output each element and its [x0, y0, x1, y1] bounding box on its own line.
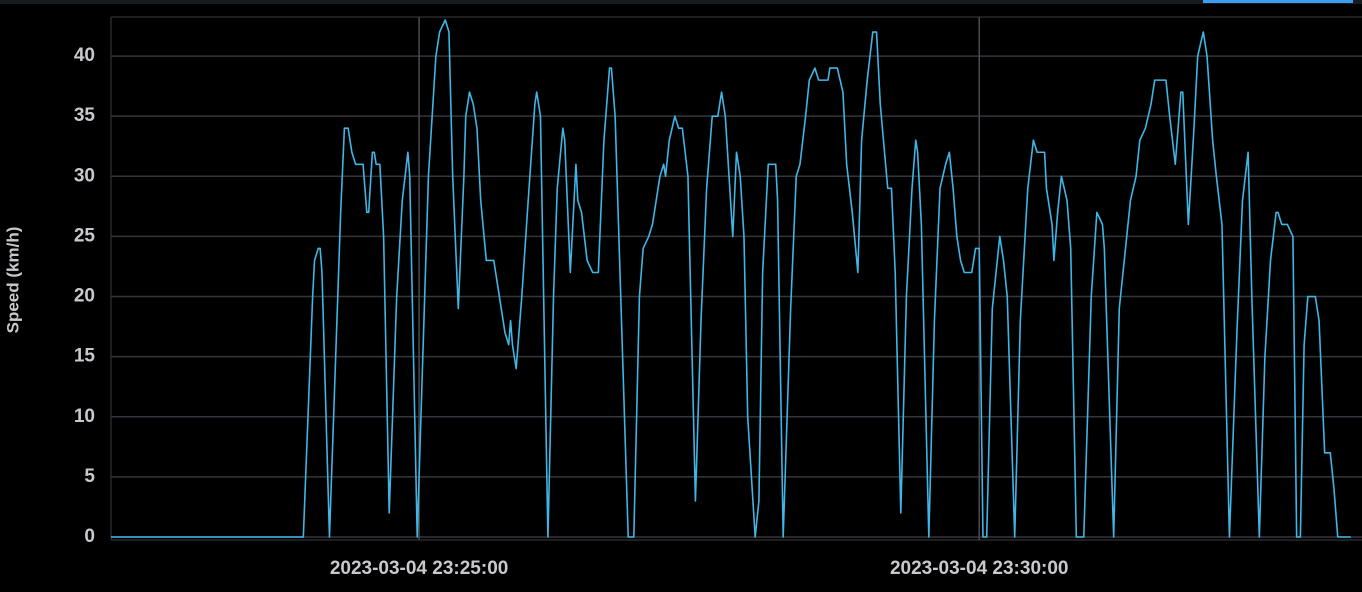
y-tick-label: 40	[74, 45, 95, 66]
y-tick-label: 35	[74, 105, 96, 126]
y-tick-label: 30	[74, 165, 95, 186]
x-tick-label: 2023-03-04 23:30:00	[890, 558, 1069, 579]
y-tick-label: 10	[74, 406, 95, 427]
x-tick-label: 2023-03-04 23:25:00	[330, 558, 509, 579]
y-tick-label: 5	[84, 466, 95, 487]
y-tick-label: 25	[74, 225, 96, 246]
y-tick-label: 15	[74, 346, 96, 367]
y-tick-label: 20	[74, 286, 95, 307]
active-tab	[1203, 0, 1353, 3]
y-axis-title: Speed (km/h)	[3, 227, 22, 334]
top-bar	[0, 0, 1362, 4]
speed-line	[111, 19, 1351, 538]
y-tick-label: 0	[84, 526, 95, 547]
